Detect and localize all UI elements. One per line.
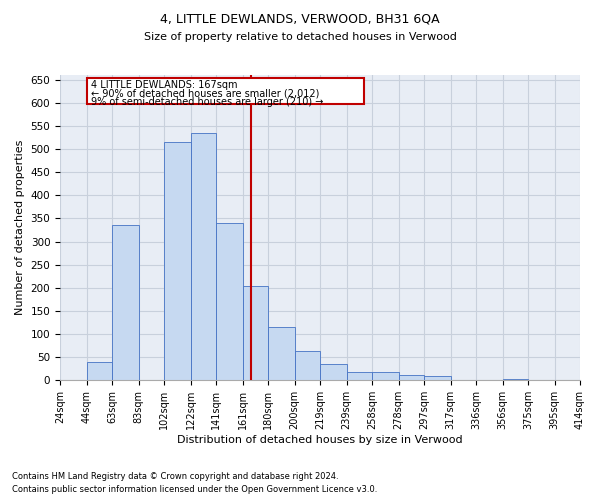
Bar <box>164 142 191 380</box>
Y-axis label: Number of detached properties: Number of detached properties <box>15 140 25 316</box>
Bar <box>86 362 112 380</box>
Text: Contains public sector information licensed under the Open Government Licence v3: Contains public sector information licen… <box>12 485 377 494</box>
Bar <box>424 376 451 380</box>
Bar <box>295 351 320 380</box>
Bar <box>503 379 528 380</box>
Bar <box>216 223 242 380</box>
Text: Contains HM Land Registry data © Crown copyright and database right 2024.: Contains HM Land Registry data © Crown c… <box>12 472 338 481</box>
Bar <box>191 133 216 380</box>
FancyBboxPatch shape <box>86 78 364 104</box>
Bar <box>320 364 347 380</box>
Text: Size of property relative to detached houses in Verwood: Size of property relative to detached ho… <box>143 32 457 42</box>
Bar <box>112 226 139 380</box>
Text: 4, LITTLE DEWLANDS, VERWOOD, BH31 6QA: 4, LITTLE DEWLANDS, VERWOOD, BH31 6QA <box>160 12 440 26</box>
Bar <box>268 327 295 380</box>
Text: 4 LITTLE DEWLANDS: 167sqm: 4 LITTLE DEWLANDS: 167sqm <box>91 80 237 90</box>
Text: 9% of semi-detached houses are larger (210) →: 9% of semi-detached houses are larger (2… <box>91 96 323 106</box>
Text: ← 90% of detached houses are smaller (2,012): ← 90% of detached houses are smaller (2,… <box>91 88 319 99</box>
X-axis label: Distribution of detached houses by size in Verwood: Distribution of detached houses by size … <box>177 435 463 445</box>
Bar <box>242 286 268 380</box>
Bar <box>372 372 398 380</box>
Bar <box>398 375 424 380</box>
Bar <box>347 372 372 380</box>
